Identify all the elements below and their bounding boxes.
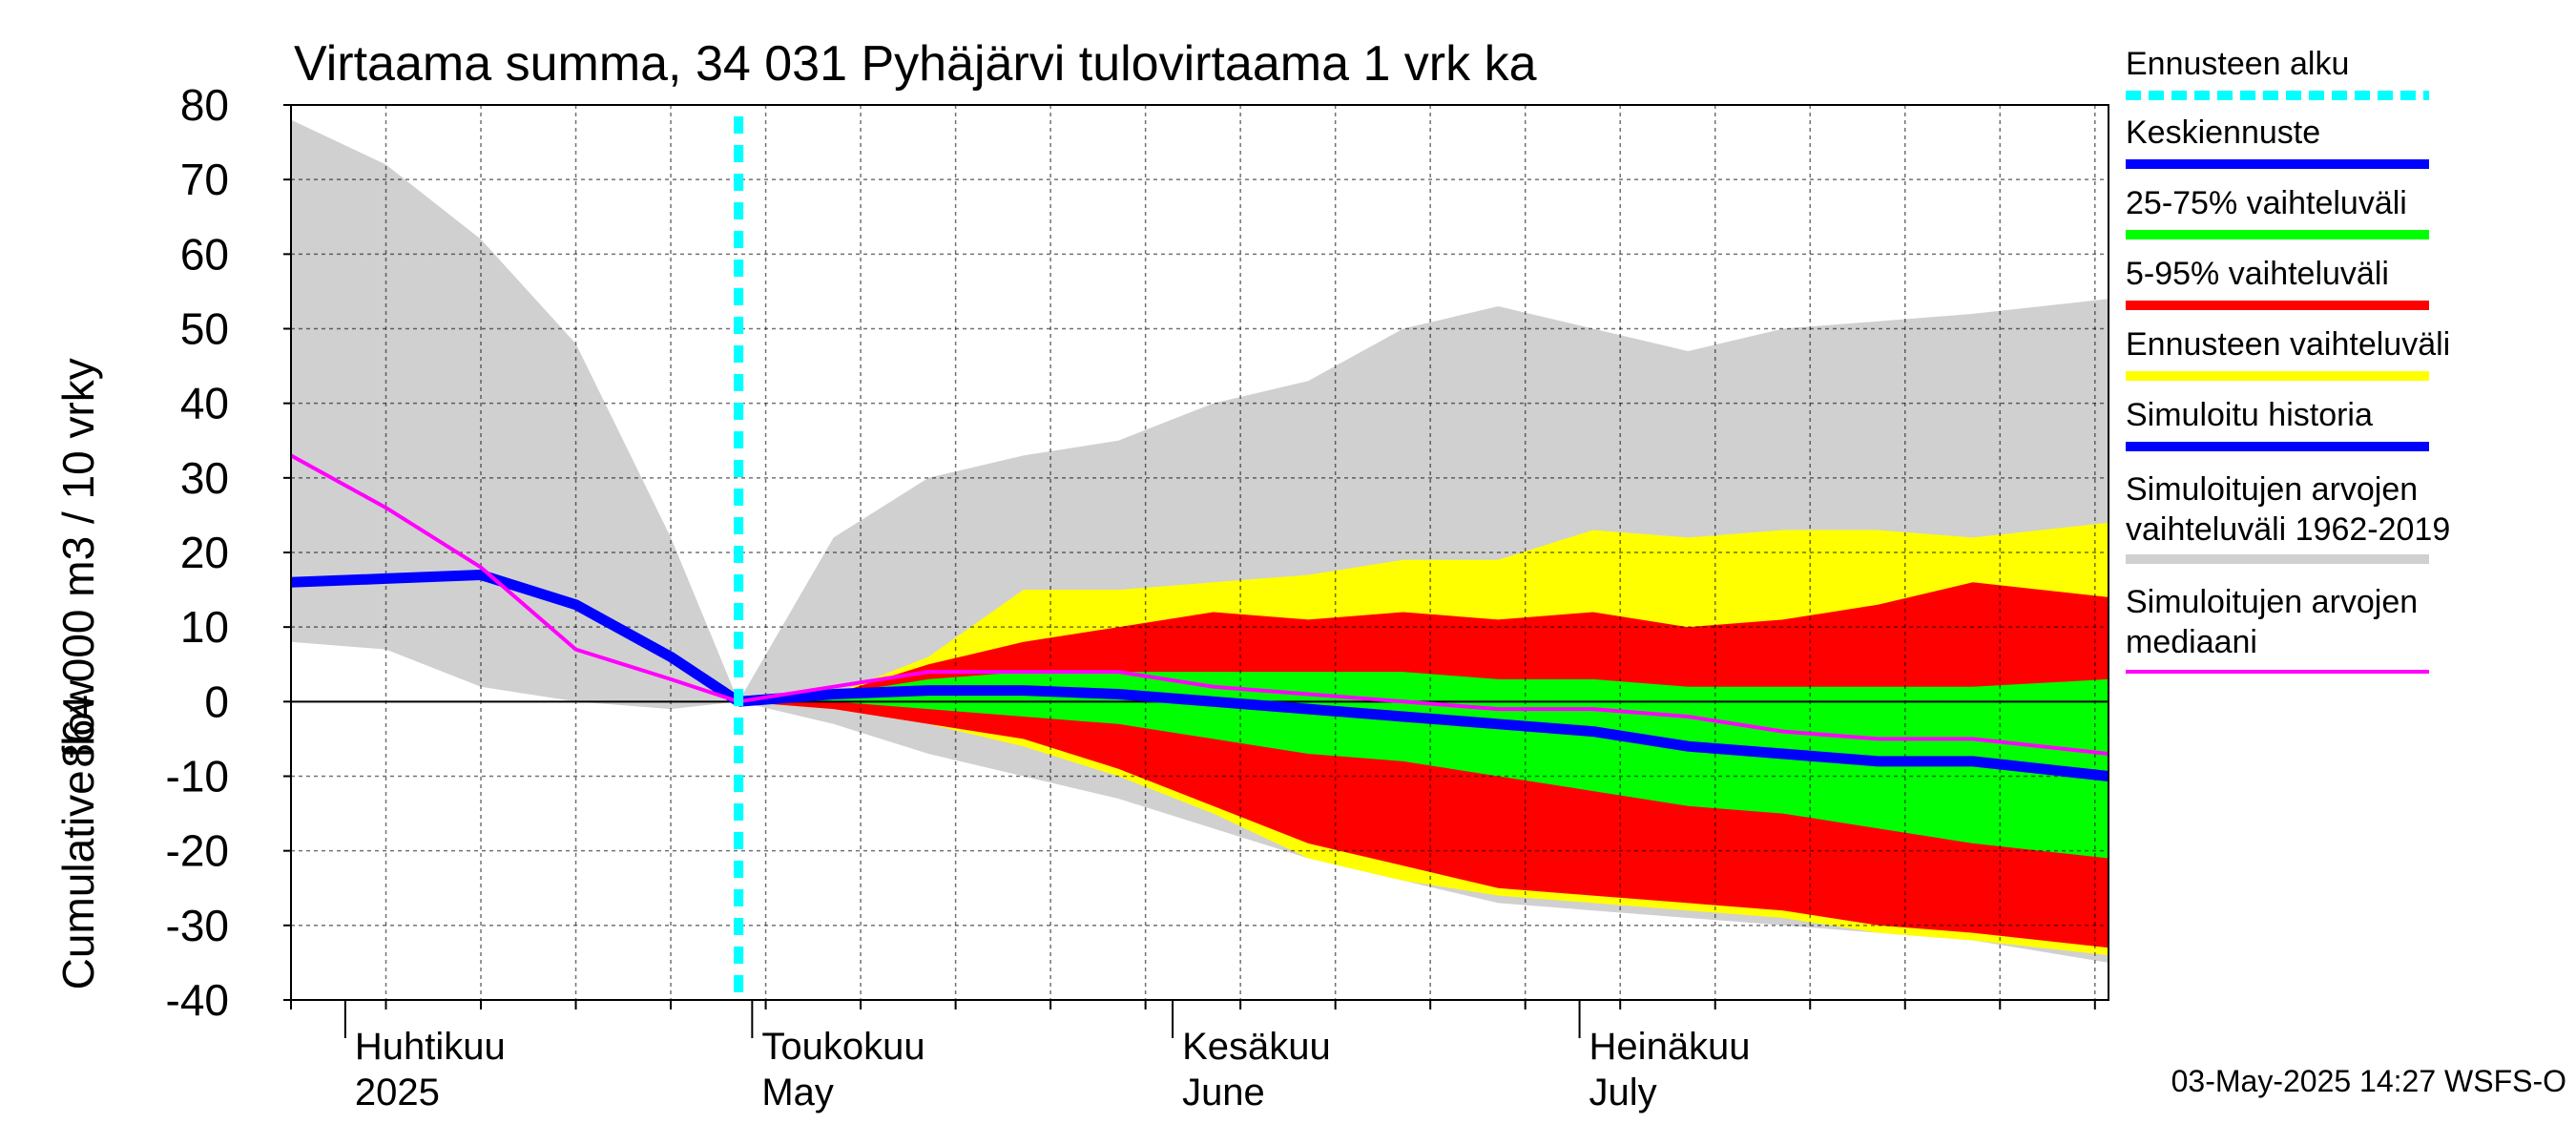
y-tick-label: -10 [166,752,229,802]
legend-label-7: Simuloitujen arvojen mediaani [2126,584,2418,660]
y-tick-label: 30 [180,453,229,503]
y-axis-label-en: Cumulative flow [53,679,103,989]
plot-area [290,104,2109,1001]
y-tick-label: 0 [204,677,229,726]
y-tick-label: -30 [166,901,229,950]
y-tick-label: 80 [180,80,229,130]
y-tick-label: 40 [180,379,229,428]
x-month-label-fi: Huhtikuu [355,1026,506,1068]
footer-timestamp: 03-May-2025 14:27 WSFS-O [2171,1064,2566,1098]
y-tick-label: 20 [180,528,229,577]
legend-label-6: Simuloitujen arvojen vaihteluväli 1962-20… [2126,471,2450,548]
x-month-label-en: June [1182,1072,1265,1114]
x-month-label-fi: Kesäkuu [1182,1026,1331,1068]
y-tick-label: 60 [180,229,229,279]
x-month-label-en: May [761,1072,834,1114]
legend-label-2: 25-75% vaihteluväli [2126,185,2407,221]
axes: -40 -30 -20 -10 0 10 20 30 40 50 60 70 80 Huhtikuu202… [166,80,2109,1114]
y-tick-label: 50 [180,304,229,354]
x-month-label-fi: Toukokuu [761,1026,924,1068]
y-tick-label: 70 [180,155,229,204]
legend-label-1: Keskiennuste [2126,114,2320,151]
legend-label-5: Simuloitu historia [2126,397,2373,433]
band-25-75 [738,672,2109,859]
x-month-label-fi: Heinäkuu [1589,1026,1751,1068]
chart-title: Virtaama summa, 34 031 Pyhäjärvi tulovir… [294,36,1537,92]
y-tick-label: -40 [166,975,229,1025]
legend-label-0: Ennusteen alku [2126,46,2349,82]
y-axis-label-fi: 864 000 m3 / 10 vrky [53,358,103,768]
legend: Ennusteen alku Keskiennuste 25-75% vaihtel… [2126,46,2450,674]
x-month-label-en: 2025 [355,1072,440,1114]
series-line-1 [737,685,2109,781]
series-line-2 [290,453,2109,756]
legend-label-4: Ennusteen vaihteluväli [2126,326,2450,363]
legend-label-3: 5-95% vaihteluväli [2126,256,2389,292]
x-month-label-en: July [1589,1072,1657,1114]
y-tick-label: -20 [166,826,229,876]
series-line-0 [290,570,742,706]
y-tick-label: 10 [180,602,229,652]
